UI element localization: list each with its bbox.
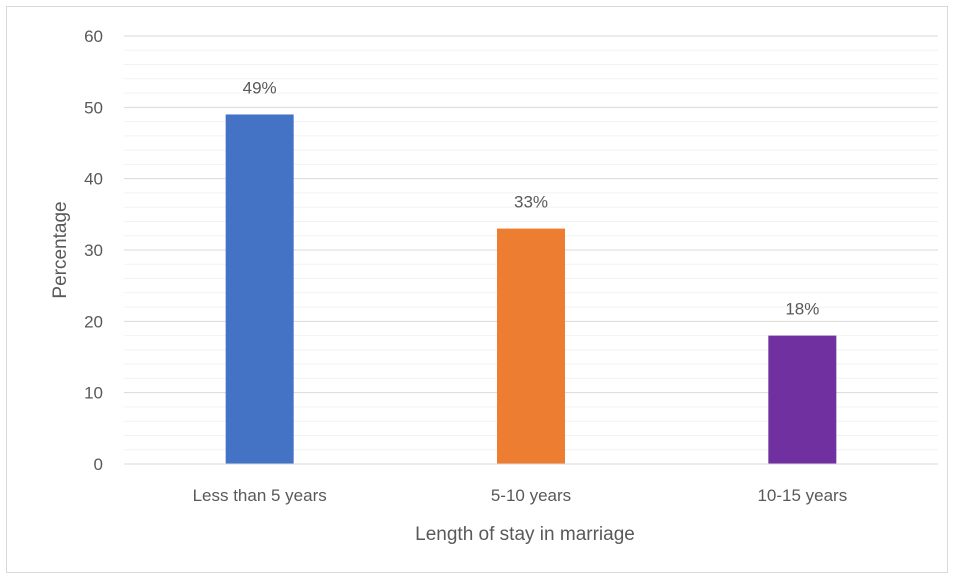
y-tick-label: 40 xyxy=(84,170,103,189)
data-labels: 49% 33% 18% xyxy=(243,78,820,318)
bar xyxy=(768,335,837,464)
y-axis-ticks: 0 10 20 30 40 50 60 xyxy=(84,27,103,474)
x-axis-title: Length of stay in marriage xyxy=(415,524,635,545)
y-tick-label: 20 xyxy=(84,312,103,331)
y-tick-label: 10 xyxy=(84,384,103,403)
y-tick-label: 60 xyxy=(84,27,103,46)
bar xyxy=(225,114,294,464)
chart-frame xyxy=(6,6,948,573)
y-tick-label: 0 xyxy=(94,455,103,474)
x-category-label: Less than 5 years xyxy=(193,486,327,505)
y-tick-label: 30 xyxy=(84,241,103,260)
x-category-label: 5-10 years xyxy=(491,486,571,505)
y-axis-title: Percentage xyxy=(50,201,71,298)
bar xyxy=(497,228,565,464)
y-tick-label: 50 xyxy=(84,98,103,117)
bars xyxy=(225,114,837,464)
bar-data-label: 18% xyxy=(785,300,819,319)
bar-data-label: 49% xyxy=(243,78,277,97)
x-axis-categories: Less than 5 years 5-10 years 10-15 years xyxy=(193,486,848,505)
bar-data-label: 33% xyxy=(514,193,548,212)
x-category-label: 10-15 years xyxy=(757,486,847,505)
